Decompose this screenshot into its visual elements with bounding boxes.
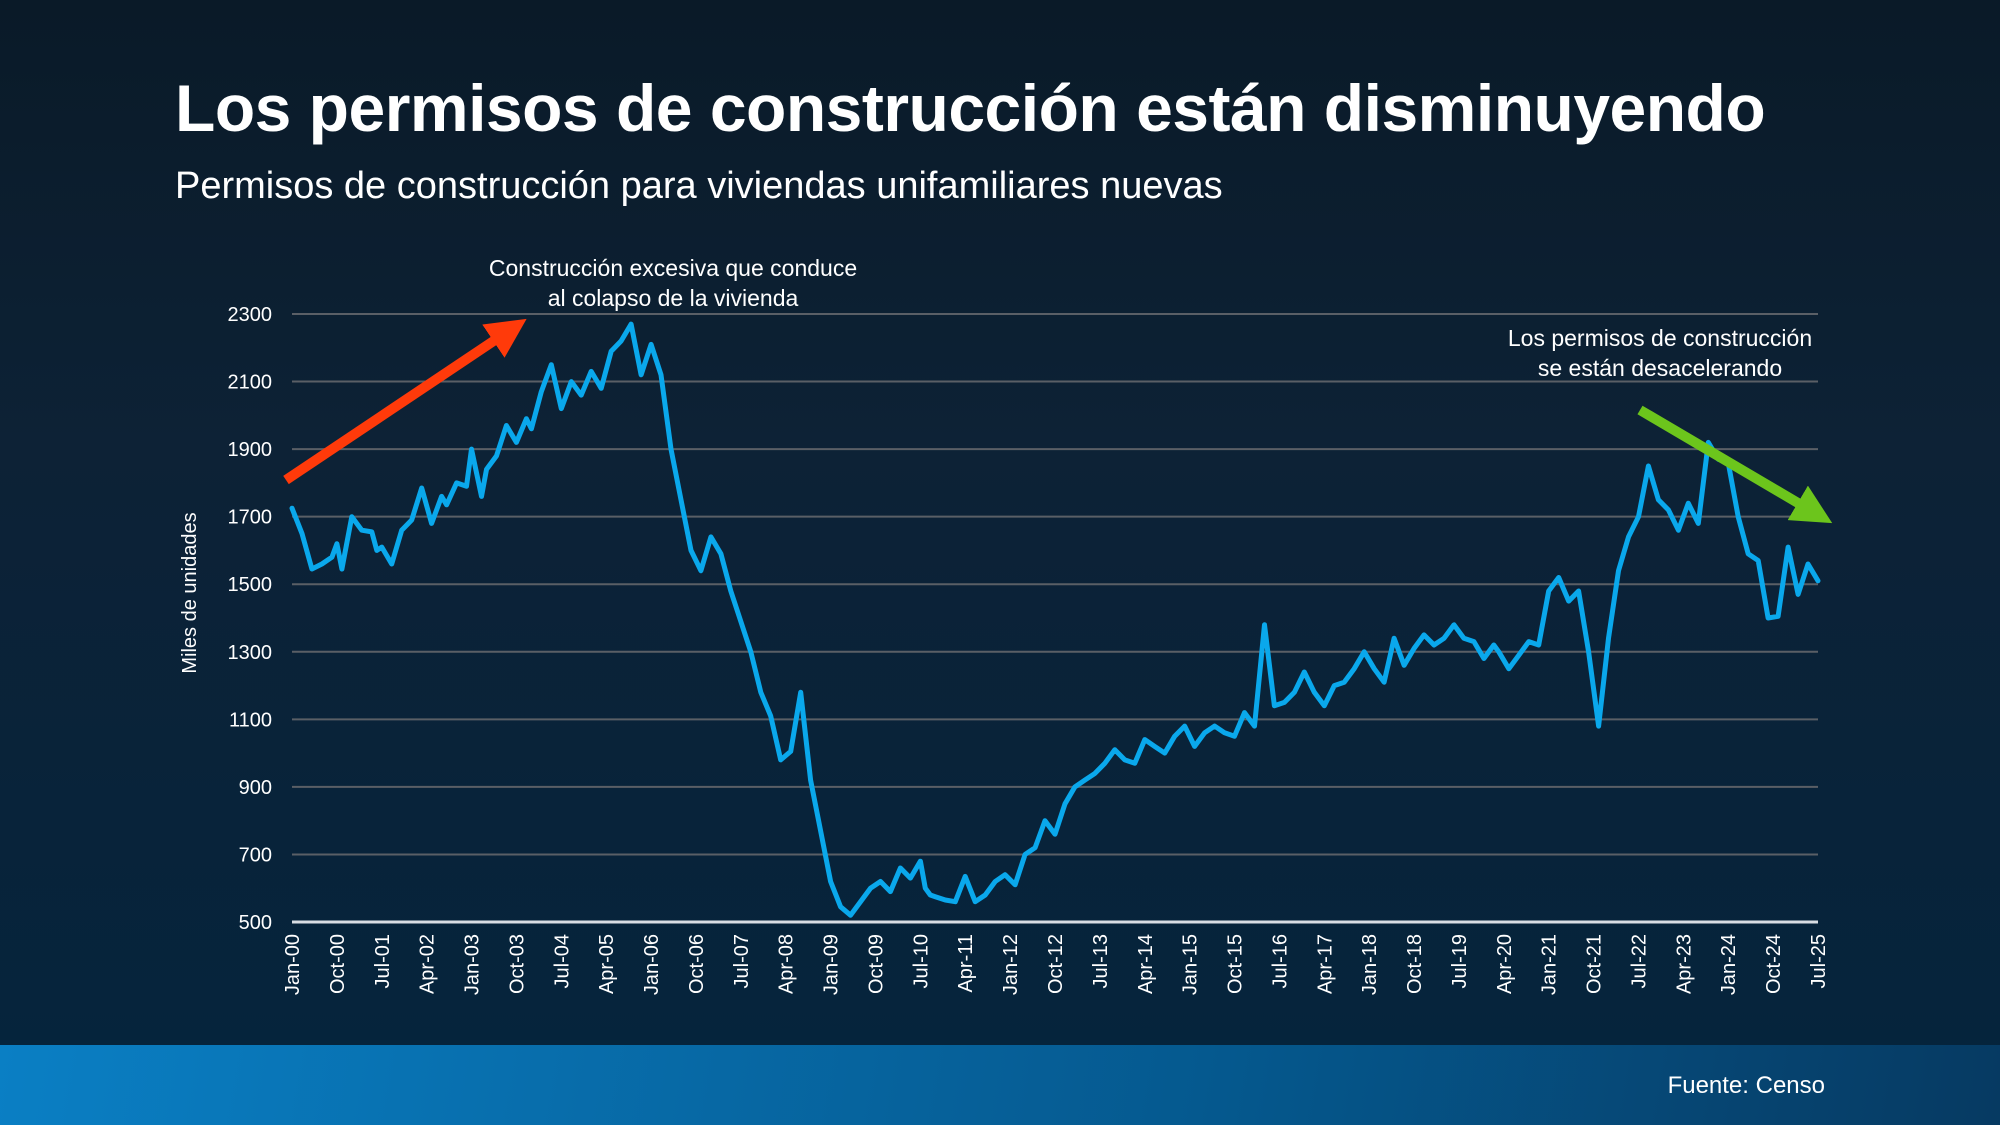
x-tick-label: Jan-12: [1000, 934, 1022, 995]
x-tick-label: Oct-00: [327, 934, 349, 994]
x-tick-label: Jul-10: [910, 934, 932, 988]
x-tick-label: Jan-00: [282, 934, 304, 995]
arrow-down-green-icon: [1637, 405, 1833, 524]
annotation-slowing-line2: se están desacelerando: [1538, 355, 1782, 381]
x-tick-label: Jul-04: [551, 934, 573, 988]
x-tick-label: Oct-06: [686, 934, 708, 994]
x-tick-label: Oct-12: [1045, 934, 1067, 994]
line-chart: 500 700 900 1100 1300 1500 1700 1900 2100 2300 Ja…: [179, 255, 1833, 995]
x-tick-label: Apr-02: [417, 934, 439, 994]
x-tick-label: Apr-05: [596, 934, 618, 994]
x-tick-label: Apr-14: [1135, 934, 1157, 994]
x-tick-label: Jul-16: [1269, 934, 1291, 988]
x-tick-label: Jan-03: [462, 934, 484, 995]
annotation-slowing-line1: Los permisos de construcción: [1508, 325, 1812, 351]
x-tick-label: Jan-21: [1539, 934, 1561, 995]
y-axis-label: Miles de unidades: [179, 512, 201, 673]
y-tick-label: 1700: [228, 507, 273, 529]
x-tick-label: Jan-15: [1180, 934, 1202, 995]
x-tick-label: Apr-23: [1673, 934, 1695, 994]
y-tick-label: 2300: [228, 304, 273, 326]
annotation-overbuilding-line2: al colapso de la vivienda: [548, 285, 799, 311]
x-tick-label: Jul-22: [1628, 934, 1650, 988]
x-tick-label: Jul-25: [1808, 934, 1830, 988]
y-tick-label: 1300: [228, 642, 273, 664]
x-tick-label: Oct-21: [1584, 934, 1606, 994]
annotation-overbuilding-line1: Construcción excesiva que conduce: [489, 255, 857, 281]
y-tick-label: 500: [239, 912, 272, 934]
series-line-single-family-permits: [289, 321, 1821, 918]
x-tick-label: Jan-18: [1359, 934, 1381, 995]
x-tick-label: Jan-09: [821, 934, 843, 995]
page-title: Los permisos de construcción están dismi…: [175, 71, 1766, 145]
source-label: Fuente: Censo: [1667, 1072, 1825, 1099]
x-tick-label: Apr-17: [1314, 934, 1336, 994]
x-axis-ticks: Jan-00 Oct-00 Jul-01 Apr-02 Jan-03 Oct-03 Jul-…: [282, 934, 1830, 995]
x-tick-label: Oct-15: [1225, 934, 1247, 994]
y-tick-label: 1100: [229, 709, 272, 731]
footer-band: Fuente: Censo: [0, 1045, 2000, 1125]
x-tick-label: Jul-07: [731, 934, 753, 988]
arrow-up-red-icon: [283, 318, 527, 485]
x-tick-label: Jul-19: [1449, 934, 1471, 988]
x-tick-label: Jan-06: [641, 934, 663, 995]
y-tick-label: 2100: [228, 372, 273, 394]
x-tick-label: Oct-09: [865, 934, 887, 994]
x-tick-label: Apr-20: [1494, 934, 1516, 994]
x-tick-label: Jul-13: [1090, 934, 1112, 988]
gridlines: [292, 313, 1818, 924]
y-tick-label: 1500: [228, 574, 273, 596]
y-axis-ticks: 500 700 900 1100 1300 1500 1700 1900 2100 2300: [228, 304, 273, 934]
x-tick-label: Jan-24: [1718, 934, 1740, 995]
y-tick-label: 900: [239, 777, 272, 799]
x-tick-label: Oct-03: [506, 934, 528, 994]
y-tick-label: 700: [239, 844, 272, 866]
page-subtitle: Permisos de construcción para viviendas …: [175, 165, 1223, 207]
x-tick-label: Jul-01: [372, 934, 394, 988]
x-tick-label: Apr-08: [776, 934, 798, 994]
x-tick-label: Oct-18: [1404, 934, 1426, 994]
x-tick-label: Oct-24: [1763, 934, 1785, 994]
x-tick-label: Apr-11: [955, 934, 977, 993]
y-tick-label: 1900: [228, 439, 273, 461]
